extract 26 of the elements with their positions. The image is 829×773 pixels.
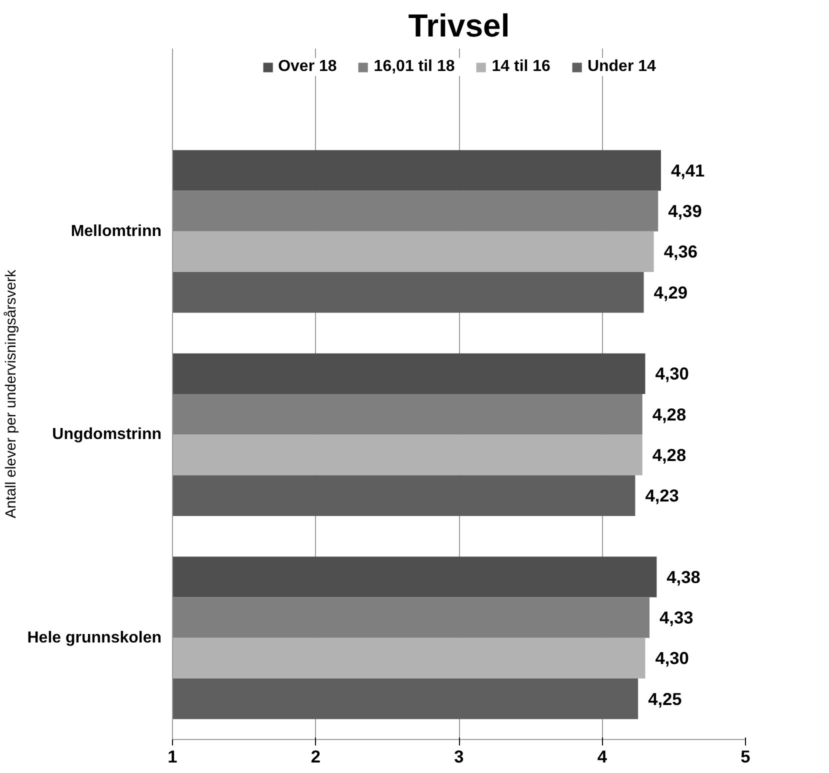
y-tick-label: Hele grunnskolen (27, 629, 162, 646)
data-label: 4,30 (655, 364, 689, 384)
data-label: 4,25 (648, 688, 682, 709)
x-tick-label: 1 (168, 746, 178, 766)
data-label: 4,36 (664, 242, 698, 262)
data-label: 4,30 (655, 648, 689, 668)
legend-label: Over 18 (278, 58, 337, 76)
data-label: 4,33 (660, 608, 694, 628)
x-tick-label: 3 (454, 746, 464, 766)
data-label: 4,23 (645, 486, 680, 506)
data-label: 4,41 (670, 160, 706, 180)
y-tick-label: Ungdomstrinn (52, 426, 162, 444)
legend-label: Under 14 (587, 58, 656, 76)
legend-label: 14 til 16 (492, 58, 550, 76)
x-tick-label: 2 (310, 746, 321, 766)
x-tick-label: 4 (597, 746, 608, 766)
data-label: 4,28 (652, 404, 686, 424)
legend-label: 16,01 til 18 (374, 58, 455, 76)
data-label: 4,28 (652, 444, 686, 465)
data-label: 4,29 (654, 282, 688, 302)
x-tick-label: 5 (740, 746, 751, 766)
y-axis-title: Antall elever per undervisningsårsverk (3, 269, 20, 518)
chart-title: Trivsel (408, 8, 510, 44)
data-label: 4,38 (666, 566, 701, 587)
y-tick-label: Mellomtrinn (70, 222, 162, 240)
data-label: 4,39 (668, 201, 702, 222)
